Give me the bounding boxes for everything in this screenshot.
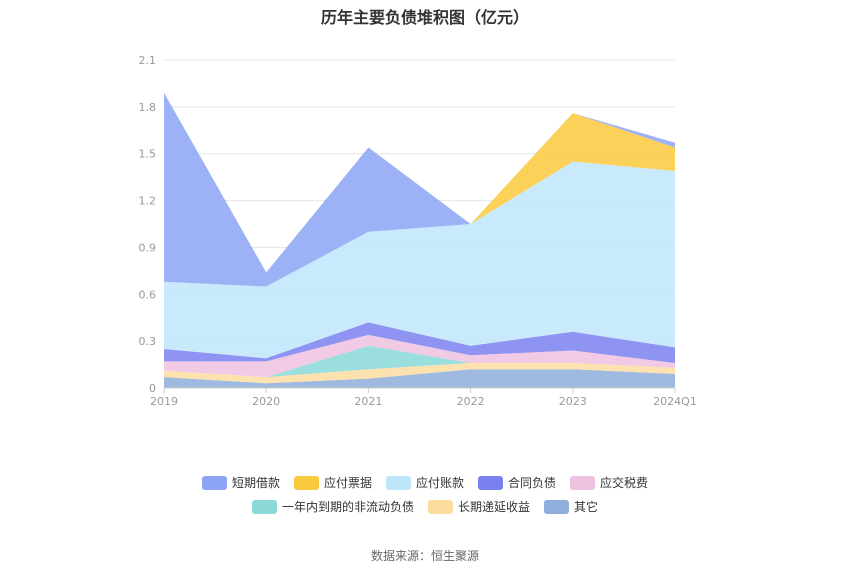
legend-swatch [201,475,227,490]
y-tick-label: 0.3 [139,335,157,348]
x-tick-label: 2024Q1 [653,395,697,408]
area-series-layer [164,92,675,388]
legend-item[interactable]: 应付账款 [385,474,464,491]
legend-swatch [544,499,569,514]
legend-item[interactable]: 短期借款 [201,474,280,491]
area-series-5 [164,161,675,359]
x-tick-label: 2022 [457,395,485,408]
legend-label: 一年内到期的非流动负债 [281,500,414,514]
legend-item[interactable]: 合同负债 [478,474,556,491]
stacked-area-chart: 0 0.3 0.6 0.9 1.2 1.5 1.8 2.1 2019 2020 2021 2022 20… [139,54,697,408]
legend-swatch [293,475,319,490]
area-series-2 [164,345,675,378]
x-tick-label: 2023 [559,395,587,408]
area-series-0 [164,369,675,388]
area-series-3 [164,334,675,378]
legend-swatch [385,475,411,490]
area-series-1 [164,363,675,384]
y-tick-label: 0 [149,382,156,395]
legend-label: 应付票据 [323,476,372,490]
axes: 0 0.3 0.6 0.9 1.2 1.5 1.8 2.1 2019 2020 2021 2022 20… [139,54,697,408]
area-series-6 [164,113,675,287]
legend-item[interactable]: 一年内到期的非流动负债 [251,498,414,515]
legend-row-1: 短期借款 应付票据 应付账款 合同负债 应交税费 [0,474,850,491]
area-series-4 [164,322,675,363]
x-tick-label: 2019 [150,395,178,408]
legend-label: 应交税费 [600,476,649,490]
y-tick-label: 1.2 [139,195,157,208]
y-tick-label: 0.9 [139,241,157,254]
y-tick-label: 1.8 [139,101,157,114]
y-tick-label: 1.5 [139,148,157,161]
legend-label: 短期借款 [231,476,280,490]
legend-label: 长期递延收益 [457,500,530,514]
y-tick-label: 0.6 [139,288,157,301]
legend-swatch [570,475,596,490]
legend-swatch [251,499,277,514]
chart-title: 历年主要负债堆积图（亿元） [320,8,529,27]
x-tick-label: 2021 [354,395,382,408]
legend-label: 应付账款 [415,476,464,490]
legend-swatch [427,499,453,514]
legend-row-2: 一年内到期的非流动负债 长期递延收益 其它 [0,498,850,515]
area-series-7 [164,92,675,287]
legend-label: 其它 [574,500,599,514]
legend-item[interactable]: 应交税费 [570,474,648,491]
legend-swatch [478,475,503,490]
data-source: 数据来源：恒生聚源 [370,549,479,563]
legend-label: 合同负债 [508,476,557,490]
x-tick-label: 2020 [252,395,280,408]
y-tick-label: 2.1 [139,54,157,67]
legend-item[interactable]: 应付票据 [293,474,372,491]
legend-item[interactable]: 其它 [544,498,598,515]
legend-item[interactable]: 长期递延收益 [427,498,530,515]
